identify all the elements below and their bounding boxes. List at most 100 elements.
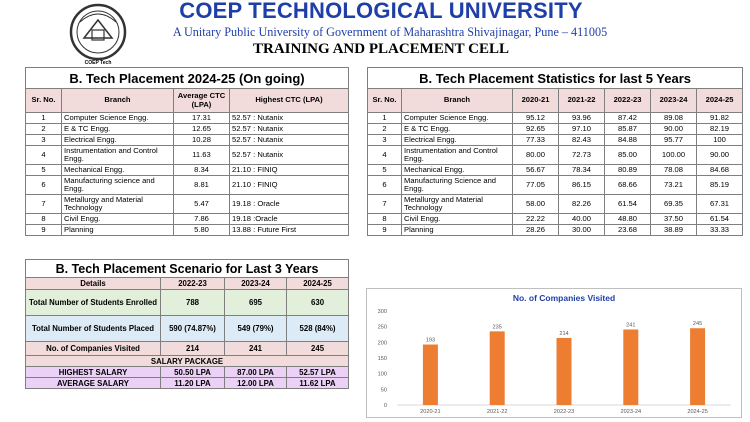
data-label: 235: [493, 324, 502, 330]
chart-title: No. of Companies Visited: [513, 293, 615, 303]
sr-no-cell: 1: [25, 112, 62, 124]
branch-cell: Manufacturing Science and Engg.: [401, 175, 513, 195]
col-header: 2022-23: [160, 277, 225, 290]
bar: [690, 328, 706, 405]
col-header: 2020-21: [512, 88, 559, 113]
sr-no-cell: 1: [367, 112, 402, 124]
value-cell: 21.10 : FINIQ: [228, 164, 350, 176]
placement-2024-row: 6 Manufacturing science and Engg. 8.81 21.1…: [25, 175, 350, 195]
sr-no-cell: 8: [367, 213, 402, 225]
placement-2024-table: B. Tech Placement 2024-25 (On going) Sr.…: [24, 67, 350, 236]
value-cell: 100: [695, 134, 744, 146]
university-title: COEP TECHNOLOGICAL UNIVERSITY: [179, 0, 583, 23]
branch-cell: Metallurgy and Material Technology: [401, 194, 513, 214]
companies-visited-chart: No. of Companies Visited 0 50 100 150 200 250 3…: [366, 288, 742, 418]
col-header: 2024-25: [285, 277, 350, 290]
stats-5yr-row: 1 Computer Science Engg. 95.12 93.96 87.42 89…: [367, 112, 744, 124]
y-tick-label: 50: [381, 387, 387, 393]
logo-caption: COEP Tech: [85, 60, 112, 66]
salary-label: HIGHEST SALARY: [25, 366, 161, 378]
value-cell: 72.73: [558, 145, 605, 165]
university-logo: COEP Tech: [66, 2, 130, 66]
value-cell: 30.00: [558, 224, 605, 236]
value-cell: 8.81: [173, 175, 230, 195]
detail-value: 241: [224, 341, 287, 356]
value-cell: 90.00: [650, 123, 697, 135]
branch-cell: Instrumentation and Control Engg.: [61, 145, 174, 165]
value-cell: 80.89: [604, 164, 651, 176]
value-cell: 33.33: [695, 224, 744, 236]
value-cell: 48.80: [604, 213, 651, 225]
salary-value: 52.57 LPA: [285, 366, 350, 378]
sr-no-cell: 5: [367, 164, 402, 176]
y-tick-label: 150: [378, 356, 387, 362]
value-cell: 100.00: [650, 145, 697, 165]
value-cell: 82.19: [695, 123, 744, 135]
col-header: 2023-24: [224, 277, 287, 290]
stats-5yr-row: 5 Mechanical Engg. 56.67 78.34 80.89 78.08 84.…: [367, 164, 744, 176]
branch-cell: Instrumentation and Control Engg.: [401, 145, 513, 165]
detail-label: Total Number of Students Placed: [25, 315, 161, 342]
salary-value: 87.00 LPA: [224, 366, 287, 378]
y-tick-label: 300: [378, 309, 387, 315]
branch-cell: Civil Engg.: [61, 213, 174, 225]
sr-no-cell: 2: [367, 123, 402, 135]
value-cell: 95.77: [650, 134, 697, 146]
value-cell: 82.26: [558, 194, 605, 214]
stats-5yr-row: 6 Manufacturing Science and Engg. 77.05 86.…: [367, 175, 744, 195]
value-cell: 92.65: [512, 123, 559, 135]
placement-2024-row: 1 Computer Science Engg. 17.31 52.57 : Nuta…: [25, 112, 350, 124]
detail-value: 245: [285, 341, 350, 356]
value-cell: 89.08: [650, 112, 697, 124]
sr-no-cell: 4: [367, 145, 402, 165]
value-cell: 86.15: [558, 175, 605, 195]
value-cell: 93.96: [558, 112, 605, 124]
value-cell: 95.12: [512, 112, 559, 124]
stats-5yr-row: 8 Civil Engg. 22.22 40.00 48.80 37.50 61.54: [367, 213, 744, 225]
col-header: 2024-25: [695, 88, 744, 113]
value-cell: 77.33: [512, 134, 559, 146]
col-header: Branch: [61, 88, 174, 113]
value-cell: 23.68: [604, 224, 651, 236]
stats-5yr-title: B. Tech Placement Statistics for last 5 …: [366, 67, 744, 89]
sr-no-cell: 2: [25, 123, 62, 135]
branch-cell: Computer Science Engg.: [401, 112, 513, 124]
stats-5yr-row: 9 Planning 28.26 30.00 23.68 38.89 33.33: [367, 224, 744, 236]
branch-cell: Computer Science Engg.: [61, 112, 174, 124]
value-cell: 52.57 : Nutanix: [228, 134, 350, 146]
value-cell: 5.47: [173, 194, 230, 214]
branch-cell: Planning: [401, 224, 513, 236]
placement-2024-title: B. Tech Placement 2024-25 (On going): [24, 67, 350, 89]
placement-cell-title: TRAINING AND PLACEMENT CELL: [252, 41, 509, 57]
branch-cell: Mechanical Engg.: [61, 164, 174, 176]
sr-no-cell: 7: [25, 194, 62, 214]
value-cell: 85.00: [604, 145, 651, 165]
value-cell: 38.89: [650, 224, 697, 236]
sr-no-cell: 4: [25, 145, 62, 165]
value-cell: 11.63: [173, 145, 230, 165]
sr-no-cell: 9: [25, 224, 62, 236]
stats-5yr-table: B. Tech Placement Statistics for last 5 …: [366, 67, 744, 236]
value-cell: 52.57 : Nutanix: [228, 123, 350, 135]
col-header: 2023-24: [650, 88, 697, 113]
value-cell: 85.87: [604, 123, 651, 135]
sr-no-cell: 9: [367, 224, 402, 236]
value-cell: 68.66: [604, 175, 651, 195]
col-header: Branch: [401, 88, 513, 113]
detail-value: 630: [285, 289, 350, 316]
sr-no-cell: 3: [25, 134, 62, 146]
value-cell: 13.88 : Future First: [228, 224, 350, 236]
y-tick-label: 250: [378, 325, 387, 331]
x-tick-label: 2020-21: [420, 409, 441, 415]
branch-cell: Civil Engg.: [401, 213, 513, 225]
value-cell: 61.54: [604, 194, 651, 214]
value-cell: 78.34: [558, 164, 605, 176]
placement-2024-row: 3 Electrical Engg. 10.28 52.57 : Nutanix: [25, 134, 350, 146]
col-header: 2021-22: [558, 88, 605, 113]
value-cell: 8.34: [173, 164, 230, 176]
value-cell: 56.67: [512, 164, 559, 176]
x-tick-label: 2024-25: [687, 409, 708, 415]
value-cell: 82.43: [558, 134, 605, 146]
